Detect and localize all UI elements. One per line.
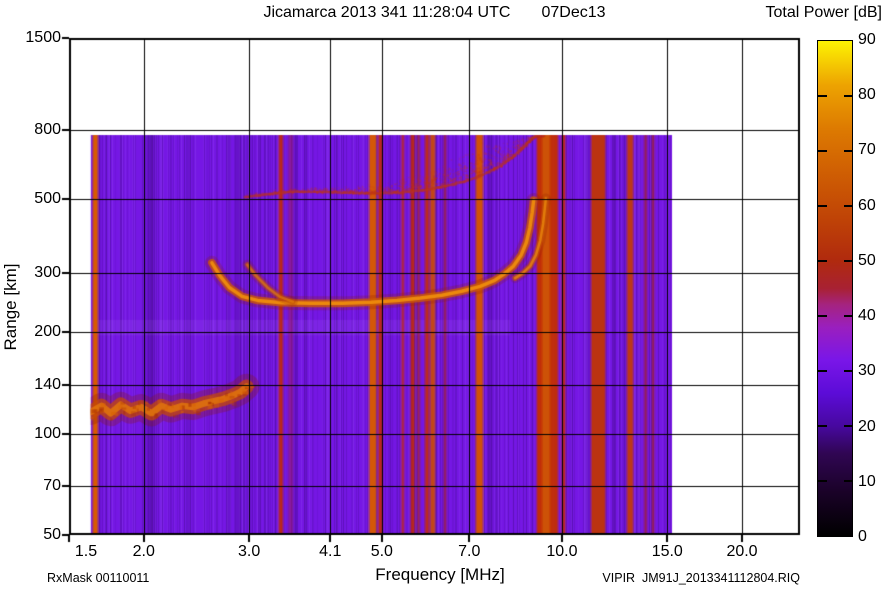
colorbar-tick-mark bbox=[818, 260, 827, 262]
colorbar-tick-label: 50 bbox=[858, 251, 876, 269]
x-tick-label: 20.0 bbox=[726, 543, 758, 560]
y-tick-label: 50 bbox=[43, 526, 61, 543]
ionogram-plot bbox=[59, 28, 810, 545]
colorbar-tick-mark bbox=[844, 205, 853, 207]
x-tick-label: 15.0 bbox=[651, 543, 683, 560]
colorbar-tick-label: 70 bbox=[858, 141, 876, 159]
source-file-label: VIPIR JM91J_2013341112804.RIQ bbox=[602, 571, 800, 585]
x-tick-label: 1.5 bbox=[74, 543, 98, 560]
y-tick-label: 200 bbox=[34, 323, 61, 341]
colorbar-tick-label: 60 bbox=[858, 196, 876, 214]
x-tick-label: 2.0 bbox=[132, 543, 155, 560]
colorbar-tick-mark bbox=[818, 205, 827, 207]
y-tick-label: 800 bbox=[34, 120, 61, 138]
x-tick-label: 7.0 bbox=[458, 543, 481, 560]
colorbar-tick-mark bbox=[844, 315, 853, 317]
y-tick-label: 300 bbox=[34, 264, 61, 282]
colorbar-tick-label: 10 bbox=[858, 472, 876, 490]
y-tick-label: 1500 bbox=[25, 29, 61, 46]
x-axis-title: Frequency [MHz] bbox=[375, 565, 505, 584]
x-tick-label: 5.0 bbox=[370, 543, 393, 560]
colorbar-tick-label: 20 bbox=[858, 417, 876, 435]
page-title: Jicamarca 2013 341 11:28:04 UTC 07Dec13 bbox=[263, 4, 606, 21]
colorbar-tick-mark bbox=[818, 315, 827, 317]
colorbar-tick-mark bbox=[844, 150, 853, 152]
colorbar-tick-label: 30 bbox=[858, 362, 876, 380]
colorbar-tick-label: 0 bbox=[858, 528, 867, 545]
colorbar-tick-mark bbox=[844, 95, 853, 97]
colorbar-tick-mark bbox=[844, 370, 853, 372]
colorbar-tick-mark bbox=[844, 425, 853, 427]
colorbar-tick-label: 80 bbox=[858, 86, 876, 104]
colorbar-tick-mark bbox=[844, 260, 853, 262]
x-tick-label: 4.1 bbox=[319, 543, 342, 560]
colorbar-tick-label: 40 bbox=[858, 307, 876, 325]
x-tick-label: 3.0 bbox=[237, 543, 261, 560]
colorbar-tick-mark bbox=[818, 95, 827, 97]
colorbar-tick-label: 90 bbox=[858, 31, 876, 48]
colorbar-tick-mark bbox=[818, 150, 827, 152]
rxmask-label: RxMask 00110011 bbox=[47, 571, 150, 585]
colorbar-tick-mark bbox=[818, 370, 827, 372]
colorbar-tick-mark bbox=[844, 480, 853, 482]
colorbar-tick-mark bbox=[818, 425, 827, 427]
colorbar-tick-mark bbox=[818, 480, 827, 482]
x-tick-label: 10.0 bbox=[546, 543, 578, 560]
y-tick-label: 140 bbox=[34, 375, 61, 393]
colorbar-title: Total Power [dB] bbox=[765, 4, 883, 21]
y-tick-label: 100 bbox=[34, 424, 61, 442]
y-axis-title: Range [km] bbox=[1, 263, 20, 351]
y-tick-label: 70 bbox=[43, 476, 61, 494]
colorbar bbox=[817, 40, 853, 537]
y-tick-label: 500 bbox=[34, 189, 61, 207]
